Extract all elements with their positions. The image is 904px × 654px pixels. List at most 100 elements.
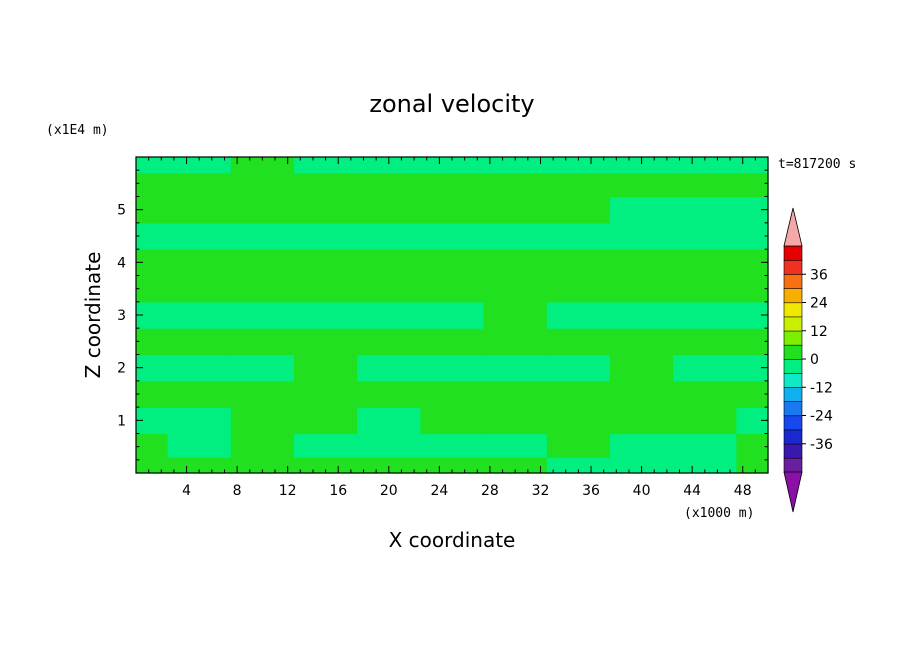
field-cell <box>230 275 295 303</box>
field-cell <box>136 222 169 250</box>
chart-title: zonal velocity <box>369 90 534 118</box>
field-cell <box>736 457 769 474</box>
field-cell <box>294 172 358 198</box>
x-tick-label: 8 <box>233 483 242 499</box>
x-axis-ticks: 4 8 12 16 20 24 28 32 36 40 44 48 <box>148 157 756 499</box>
field-cell <box>673 172 737 198</box>
field-cell <box>483 222 548 250</box>
y-tick-label: 1 <box>117 413 126 429</box>
field-cell <box>483 354 548 382</box>
field-cell <box>546 354 611 382</box>
colorbar: 36 24 12 0 -12 -24 -36 <box>783 207 833 513</box>
x-unit-label: (x1000 m) <box>684 506 754 521</box>
field-cell <box>546 433 611 458</box>
field-cell <box>230 380 295 408</box>
colorbar-segment <box>783 457 803 473</box>
field-cell <box>546 172 611 198</box>
field-cell <box>357 354 421 382</box>
field-cell <box>136 328 169 356</box>
colorbar-segment <box>783 372 803 388</box>
field-cell <box>673 407 737 435</box>
field-cell <box>167 380 232 408</box>
field-cell <box>294 222 358 250</box>
field-cell <box>420 301 485 329</box>
x-tick-label: 20 <box>380 483 398 499</box>
field-cell <box>420 354 485 382</box>
field-cell <box>357 380 421 408</box>
x-tick-label: 48 <box>734 483 752 499</box>
field-cell <box>420 328 485 356</box>
field-cell <box>673 222 737 250</box>
field-cell <box>230 157 295 174</box>
field-cell <box>230 354 295 382</box>
field-cell <box>136 433 169 458</box>
field-cell <box>546 457 611 474</box>
colorbar-label: 36 <box>810 267 828 283</box>
x-tick-label: 28 <box>481 483 499 499</box>
field-cell <box>167 196 232 224</box>
field-cell <box>136 380 169 408</box>
field-cell <box>167 222 232 250</box>
field-cell <box>736 172 769 198</box>
colorbar-segment <box>783 386 803 402</box>
field-cell <box>546 249 611 277</box>
field-cell <box>167 249 232 277</box>
field-cell <box>673 328 737 356</box>
field-cell <box>610 380 674 408</box>
field-cell <box>610 457 674 474</box>
field-cell <box>167 433 232 458</box>
time-label: t=817200 s <box>778 157 856 172</box>
field-cell <box>610 249 674 277</box>
field-cell <box>294 457 358 474</box>
field-cell <box>136 275 169 303</box>
field-cell <box>736 157 769 174</box>
y-tick-label: 2 <box>117 361 126 377</box>
field-cell <box>483 407 548 435</box>
field-cell <box>167 275 232 303</box>
x-tick-label: 16 <box>329 483 347 499</box>
field-cell <box>167 301 232 329</box>
field-cell <box>420 222 485 250</box>
field-cell <box>357 457 421 474</box>
field-cell <box>136 157 169 174</box>
field-cell <box>546 328 611 356</box>
field-cell <box>420 275 485 303</box>
field-cell <box>357 172 421 198</box>
field-cell <box>420 407 485 435</box>
x-tick-label: 36 <box>582 483 600 499</box>
colorbar-over-arrow <box>783 207 803 247</box>
field-cell <box>357 196 421 224</box>
field-cell <box>294 275 358 303</box>
field-cell <box>610 222 674 250</box>
field-cell <box>736 275 769 303</box>
field-cell <box>357 249 421 277</box>
field-cell <box>673 196 737 224</box>
field-cell <box>420 433 485 458</box>
field-cell <box>420 157 485 174</box>
field-cell <box>483 172 548 198</box>
field-cell <box>610 196 674 224</box>
field-cell <box>610 354 674 382</box>
x-tick-label: 12 <box>279 483 297 499</box>
field-cell <box>736 328 769 356</box>
field-cell <box>736 433 769 458</box>
colorbar-label: 12 <box>810 324 828 340</box>
field-cell <box>673 380 737 408</box>
field-cell <box>357 157 421 174</box>
field-cell <box>357 301 421 329</box>
colorbar-label: -36 <box>810 437 833 453</box>
colorbar-under-arrow <box>783 471 803 513</box>
colorbar-segment <box>783 259 803 275</box>
colorbar-segment <box>783 288 803 304</box>
contour-field <box>136 157 769 474</box>
field-cell <box>610 172 674 198</box>
field-cell <box>483 275 548 303</box>
field-cell <box>673 457 737 474</box>
field-cell <box>736 380 769 408</box>
field-cell <box>294 407 358 435</box>
field-cell <box>673 354 737 382</box>
x-tick-label: 40 <box>633 483 651 499</box>
y-axis-title: Z coordinate <box>81 252 105 379</box>
field-cell <box>167 407 232 435</box>
